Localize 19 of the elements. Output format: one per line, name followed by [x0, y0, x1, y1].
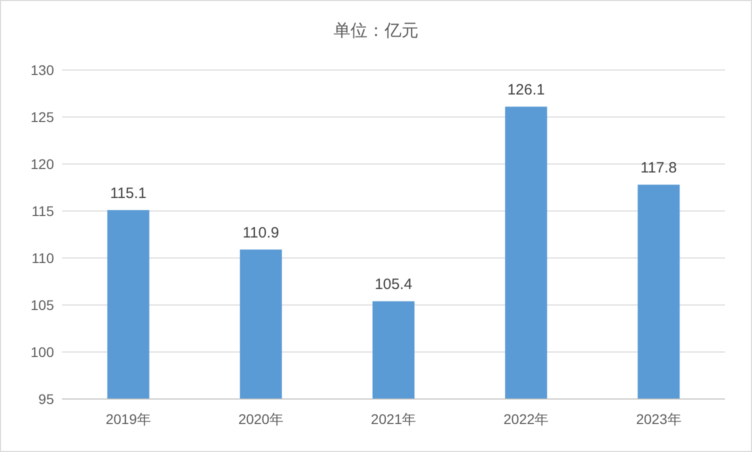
x-tick-label: 2023年: [636, 411, 682, 427]
data-label: 105.4: [374, 276, 412, 294]
x-tick-label: 2021年: [370, 411, 416, 427]
y-tick-label: 100: [30, 344, 54, 360]
x-tick-label: 2019年: [106, 411, 151, 427]
y-tick-label: 130: [30, 62, 54, 78]
chart-title: 单位：亿元: [334, 21, 418, 40]
y-tick-label: 120: [30, 156, 54, 172]
y-tick-label: 95: [38, 391, 54, 407]
data-label: 115.1: [110, 185, 147, 202]
x-tick-label: 2022年: [504, 411, 549, 427]
y-tick-label: 115: [32, 203, 54, 219]
data-label: 126.1: [507, 82, 545, 99]
y-tick-label: 125: [30, 109, 54, 125]
y-tick-label: 105: [30, 297, 54, 313]
data-label: 110.9: [242, 224, 280, 242]
x-tick-label: 2020年: [238, 411, 284, 427]
y-tick-label: 110: [32, 250, 54, 266]
data-label: 117.8: [640, 160, 677, 177]
